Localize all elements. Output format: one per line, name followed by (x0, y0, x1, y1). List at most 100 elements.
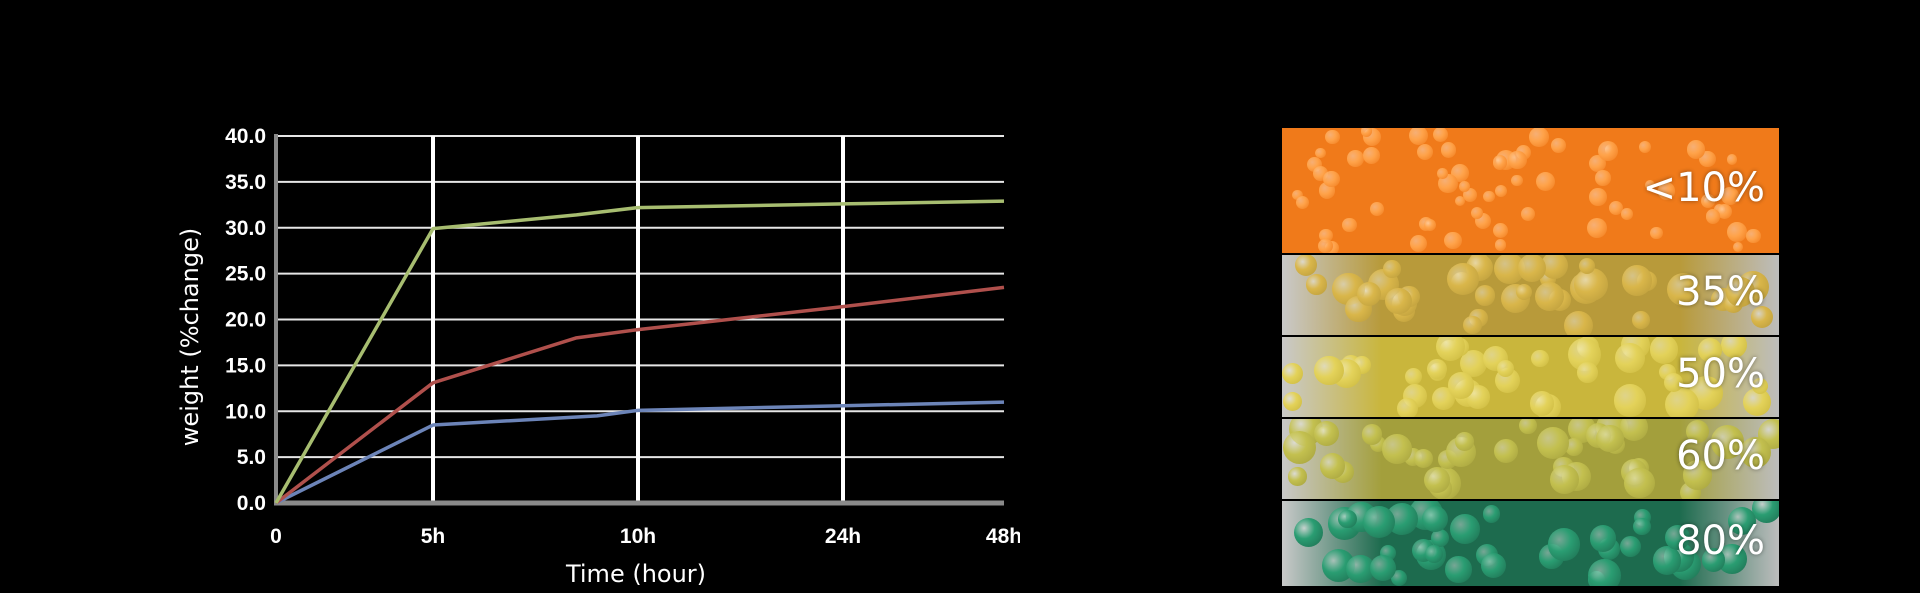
series-line-rh-40- (274, 285, 1005, 505)
gel-bead (1528, 128, 1549, 147)
gel-bead (1511, 174, 1523, 186)
gel-bead (1492, 155, 1508, 170)
gel-bead (1726, 222, 1747, 242)
gel-bead (1440, 142, 1457, 158)
gel-bead (1535, 171, 1555, 191)
y-tick-label: 10.0 (225, 400, 266, 423)
gel-bead (1633, 517, 1651, 536)
gel-bead (1292, 189, 1303, 201)
gel-bead (1529, 391, 1555, 416)
y-tick-label: 15.0 (225, 354, 266, 377)
gel-bead (1361, 128, 1373, 137)
gel-bead (1751, 501, 1779, 523)
gel-bead (1483, 190, 1496, 203)
gel-bead (1483, 505, 1501, 523)
gel-bead (1621, 265, 1652, 296)
gel-bead (1424, 218, 1437, 232)
y-tick-label: 0.0 (237, 492, 266, 515)
gel-bead (1531, 349, 1550, 368)
x-tick-labels: 0 5h 10h 24h 48h (270, 525, 1020, 548)
gel-bead (1726, 153, 1738, 165)
axes (274, 134, 1004, 506)
gel-bead (1725, 276, 1756, 307)
gel-bead (1649, 226, 1663, 240)
x-tick-label: 48h (986, 525, 1020, 548)
gel-bead (1720, 337, 1747, 358)
gel-bead (1422, 505, 1449, 532)
x-tick-label: 24h (825, 525, 861, 548)
gel-bead (1454, 432, 1474, 451)
y-tick-label: 25.0 (225, 263, 266, 286)
gel-bead (1631, 310, 1650, 329)
gel-bead (1686, 140, 1706, 159)
x-tick-label: 0 (270, 525, 282, 548)
gel-bead (1586, 218, 1607, 239)
gel-bead (1338, 510, 1357, 529)
y-tick-label: 30.0 (225, 217, 266, 240)
gel-bead (1685, 419, 1709, 443)
gel-bead (1496, 359, 1515, 378)
gel-bead (1362, 147, 1380, 164)
gel-bead (1480, 552, 1506, 578)
gel-bead (1577, 361, 1598, 383)
gel-bead (1739, 437, 1771, 469)
gel-bead (1318, 238, 1333, 253)
x-tick-label: 5h (421, 525, 446, 548)
gel-bead (1474, 285, 1496, 306)
gel-bead (1721, 186, 1739, 205)
y-tick-label: 20.0 (225, 309, 266, 332)
gel-bead (1385, 287, 1412, 314)
gel-bead (1383, 260, 1401, 278)
strip-label: 60% (1676, 433, 1765, 479)
gel-bead (1495, 239, 1507, 251)
gel-bead (1282, 430, 1316, 464)
color-strip: 50% (1282, 337, 1779, 417)
gel-bead (1296, 195, 1310, 209)
gel-bead (1306, 274, 1327, 295)
x-tick-label: 10h (620, 525, 656, 548)
gel-bead (1470, 206, 1484, 219)
gel-bead (1682, 460, 1713, 490)
gel-bead (1589, 188, 1607, 206)
gel-bead (1728, 507, 1757, 536)
strip-label: <10% (1642, 164, 1765, 211)
y-tick-label: 40.0 (225, 125, 266, 148)
gel-bead (1347, 150, 1364, 167)
gel-bead (1433, 128, 1449, 142)
gel-bead (1346, 554, 1375, 583)
gel-bead (1424, 544, 1444, 564)
gel-bead (1705, 209, 1720, 224)
gel-bead (1431, 529, 1450, 548)
line-chart: 0.0 5.0 10.0 15.0 20.0 25.0 30.0 35.0 40.0 0 5h 10… (176, 125, 1020, 588)
gel-bead (1645, 179, 1656, 190)
gel-bead (1426, 358, 1447, 380)
gel-bead (1357, 281, 1382, 306)
gel-bead (1283, 391, 1303, 411)
gel-bead (1408, 128, 1428, 146)
gel-bead (1710, 425, 1745, 459)
gel-bead (1520, 207, 1536, 222)
gel-bead (1325, 129, 1340, 145)
strip-label: 80% (1676, 517, 1765, 564)
color-strip: <10% (1282, 128, 1779, 253)
gel-bead (1665, 525, 1691, 551)
gel-bead (1700, 193, 1716, 209)
strip-label: 35% (1676, 269, 1765, 315)
strip-label: 50% (1676, 351, 1765, 397)
gel-bead (1295, 255, 1318, 276)
gel-bead (1652, 545, 1682, 575)
gel-bead (1515, 284, 1532, 300)
gel-bead (1595, 169, 1611, 186)
gel-bead (1751, 305, 1774, 328)
gel-bead (1697, 338, 1722, 363)
x-axis-title: Time (hour) (565, 560, 706, 588)
gel-bead (1493, 438, 1519, 463)
color-strip: 80% (1282, 501, 1779, 586)
gel-bead (1450, 514, 1481, 544)
gel-bead (1382, 434, 1412, 464)
gel-bead (1445, 556, 1472, 583)
gel-bead (1454, 195, 1465, 206)
gel-bead (1323, 171, 1340, 188)
gel-bead (1370, 202, 1385, 217)
gel-bead (1369, 554, 1397, 581)
